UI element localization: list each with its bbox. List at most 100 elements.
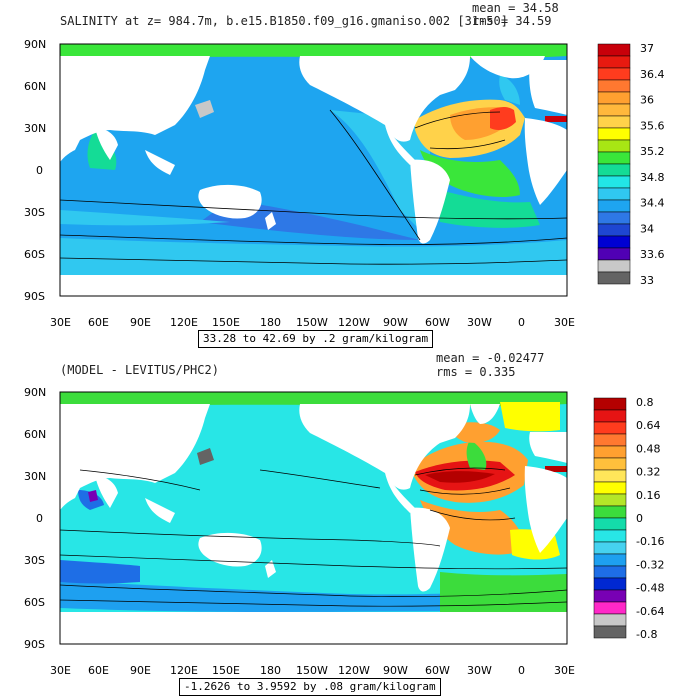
y-tick-label: 30N xyxy=(24,470,46,483)
atlantic-green xyxy=(420,150,520,197)
range-note: 33.28 to 42.69 by .2 gram/kilogram xyxy=(198,330,434,348)
mean-label: mean = -0.02477 xyxy=(436,351,544,365)
y-tick-label: 90N xyxy=(24,386,46,399)
colorbar-label: 0.64 xyxy=(636,419,661,432)
hudson-bay-mask xyxy=(197,448,214,465)
hudson-bay-mask xyxy=(195,100,214,118)
x-tick-label: 150E xyxy=(212,664,240,677)
x-tick-label: 120E xyxy=(170,664,198,677)
y-tick-label: 90S xyxy=(24,290,45,303)
land xyxy=(60,404,567,644)
x-tick-label: 150W xyxy=(296,664,328,677)
colorbar-label: -0.64 xyxy=(636,605,664,618)
colorbar-label: 37 xyxy=(640,42,654,55)
colorbar-swatch xyxy=(597,127,631,141)
colorbar-swatch xyxy=(593,409,627,423)
colorbar-swatch xyxy=(593,481,627,495)
y-tick-label: 0 xyxy=(36,512,43,525)
x-tick-label: 60W xyxy=(425,316,450,329)
colorbar-swatch xyxy=(597,211,631,225)
x-axis: 30E 60E 90E 120E 150E 180 150W 120W 90W … xyxy=(50,316,575,329)
x-axis: 30E 60E 90E 120E 150E 180 150W 120W 90W … xyxy=(50,664,575,677)
colorbar-label: 0 xyxy=(636,512,643,525)
atlantic-darkred xyxy=(425,471,495,483)
x-tick-label: 90W xyxy=(383,316,408,329)
arctic-band xyxy=(60,44,567,59)
colorbar-label: -0.8 xyxy=(636,628,657,641)
x-tick-label: 30E xyxy=(554,316,575,329)
tropical-atlantic xyxy=(420,500,525,555)
labrador-sea xyxy=(499,75,520,105)
x-tick-label: 150W xyxy=(296,316,328,329)
y-tick-label: 60N xyxy=(24,80,46,93)
colorbar-swatch xyxy=(597,247,631,261)
arabian-purple xyxy=(88,490,98,502)
colorbar-swatch xyxy=(593,553,627,567)
plot-frame xyxy=(59,391,568,645)
mean-label: mean = 34.58 xyxy=(472,1,559,15)
y-tick-label: 0 xyxy=(36,164,43,177)
colorbar-swatch xyxy=(597,79,631,93)
x-tick-label: 30W xyxy=(467,664,492,677)
east-pacific-light xyxy=(330,110,430,240)
colorbar-swatch xyxy=(597,175,631,189)
mediterranean xyxy=(545,116,567,122)
colorbar-label: 33.6 xyxy=(640,248,665,261)
y-tick-label: 60S xyxy=(24,248,45,261)
colorbar: 0.8 0.64 0.48 0.32 0.16 0 -0.16 -0.32 -0.48 -0.64… xyxy=(593,396,664,641)
colorbar-label: -0.48 xyxy=(636,582,664,595)
salinity-field xyxy=(60,44,567,296)
x-tick-label: 30W xyxy=(467,316,492,329)
colorbar-label: 36.4 xyxy=(640,68,665,81)
colorbar-label: -0.16 xyxy=(636,535,664,548)
x-tick-label: 90W xyxy=(383,664,408,677)
colorbar-label: -0.32 xyxy=(636,558,664,571)
colorbar-swatch xyxy=(597,91,631,105)
colorbar-label: 36 xyxy=(640,94,654,107)
colorbar-swatch xyxy=(597,139,631,153)
colorbar-swatch xyxy=(593,421,627,435)
x-tick-label: 180 xyxy=(260,664,281,677)
plot-title: SALINITY at z= 984.7m, b.e15.B1850.f09_g… xyxy=(60,14,508,28)
south-indian-blue xyxy=(60,560,140,584)
colorbar-swatch xyxy=(593,493,627,507)
plot-frame xyxy=(59,43,568,297)
y-tick-label: 30S xyxy=(24,554,45,567)
colorbar-swatch xyxy=(597,55,631,69)
colorbar-label: 35.6 xyxy=(640,119,665,132)
colorbar-swatch xyxy=(593,433,627,447)
colorbar-swatch xyxy=(593,601,627,615)
colorbar-label: 0.8 xyxy=(636,396,654,409)
colorbar-swatch xyxy=(593,457,627,471)
colorbar-swatch xyxy=(593,589,627,603)
colorbar-swatch xyxy=(593,613,627,627)
colorbar-label: 34.4 xyxy=(640,197,665,210)
colorbar-swatch xyxy=(597,271,631,285)
x-tick-label: 120W xyxy=(338,664,370,677)
rms-label: rms = 0.335 xyxy=(436,365,515,379)
x-tick-label: 120E xyxy=(170,316,198,329)
colorbar-label: 0.32 xyxy=(636,466,661,479)
x-tick-label: 0 xyxy=(518,664,525,677)
x-tick-label: 180 xyxy=(260,316,281,329)
labrador-green xyxy=(466,440,487,470)
y-tick-label: 60N xyxy=(24,428,46,441)
colorbar-swatch xyxy=(597,67,631,81)
land xyxy=(60,56,567,296)
colorbar-label: 0.48 xyxy=(636,442,661,455)
contour-lines xyxy=(60,109,567,265)
rms-label: rms = 34.59 xyxy=(472,14,551,28)
difference-plot-svg: (MODEL - LEVITUS/PHC2) mean = -0.02477 r… xyxy=(24,351,664,677)
colorbar-label: 0.16 xyxy=(636,489,661,502)
colorbar-swatch xyxy=(597,163,631,177)
y-tick-label: 90S xyxy=(24,638,45,651)
south-indian-band xyxy=(60,210,230,226)
colorbar-swatch xyxy=(593,517,627,531)
x-tick-label: 30E xyxy=(50,664,71,677)
x-tick-label: 60E xyxy=(88,316,109,329)
colorbar-swatch xyxy=(597,223,631,237)
colorbar-swatch xyxy=(597,115,631,129)
atlantic-red xyxy=(490,107,516,130)
colorbar-label: 35.2 xyxy=(640,145,665,158)
colorbar-swatch xyxy=(597,235,631,249)
